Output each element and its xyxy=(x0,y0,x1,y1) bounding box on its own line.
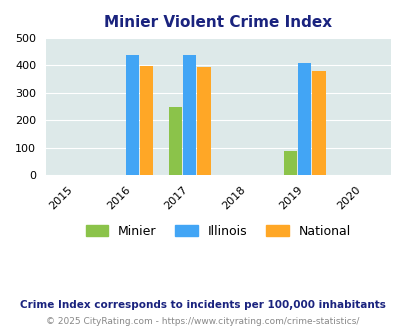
Bar xyxy=(168,107,181,175)
Bar xyxy=(283,151,296,175)
Bar xyxy=(312,71,325,175)
Legend: Minier, Illinois, National: Minier, Illinois, National xyxy=(81,219,355,243)
Bar xyxy=(140,66,153,175)
Title: Minier Violent Crime Index: Minier Violent Crime Index xyxy=(104,15,332,30)
Bar xyxy=(297,63,311,175)
Bar xyxy=(125,55,139,175)
Bar xyxy=(183,55,196,175)
Bar xyxy=(197,67,210,175)
Text: © 2025 CityRating.com - https://www.cityrating.com/crime-statistics/: © 2025 CityRating.com - https://www.city… xyxy=(46,317,359,326)
Text: Crime Index corresponds to incidents per 100,000 inhabitants: Crime Index corresponds to incidents per… xyxy=(20,300,385,310)
